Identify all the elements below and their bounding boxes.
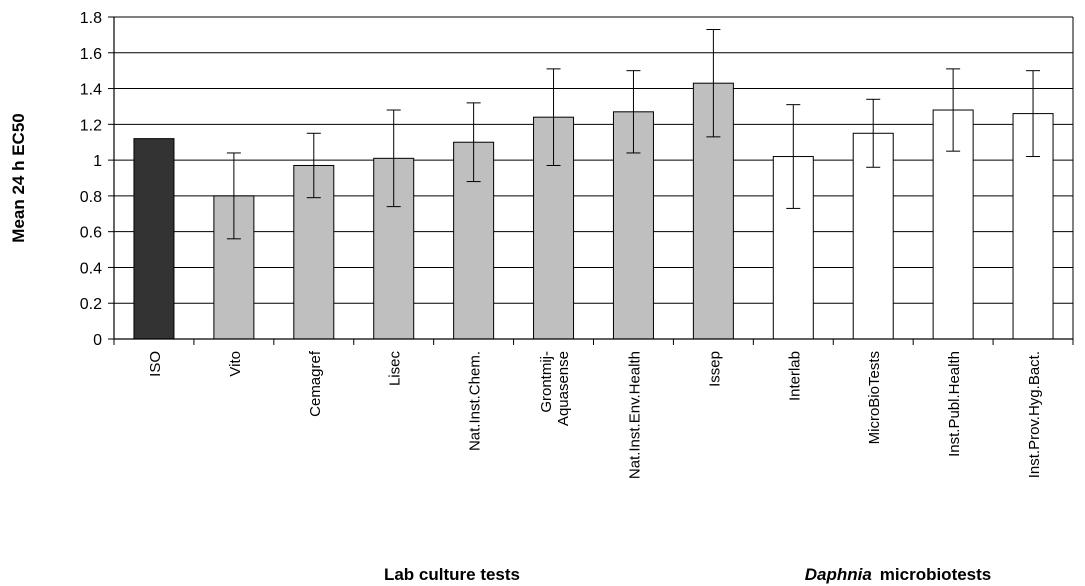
labels: 0 0.2 0.4 0.6 0.8 1 1.2 1.4 1.6 1.8 ISO Vito Cemagre… [80, 10, 1043, 479]
y-tick-label: 0 [93, 332, 102, 349]
group-label-micro-italic: Daphnia [805, 565, 872, 584]
y-tick-label: 0.4 [80, 260, 102, 277]
x-tick-label-group: Lisec [387, 351, 404, 387]
x-tick-label: Nat.Inst.Env.Health [626, 351, 643, 479]
x-tick-label-group: Inst.Publ.Health [946, 351, 963, 457]
x-tick-label: Issep [706, 351, 723, 387]
y-tick-label: 1.2 [80, 117, 102, 134]
x-tick-label-group: Nat.Inst.Chem. [467, 351, 484, 451]
error-bars [226, 29, 1041, 240]
x-tick-label: Inst.Publ.Health [946, 351, 963, 457]
y-tick-label: 0.2 [80, 296, 102, 313]
x-tick-label: Cemagref [307, 350, 324, 417]
x-tick-label-group: Vito [227, 351, 244, 377]
x-tick-label: Grontmij- [538, 351, 555, 413]
x-tick-label-group: Inst.Prov.Hyg.Bact. [1026, 351, 1043, 478]
bar [133, 138, 175, 340]
x-tick-label: Inst.Prov.Hyg.Bact. [1026, 351, 1043, 478]
x-tick-label: Aquasense [555, 351, 572, 426]
y-axis-title: Mean 24 h EC50 [9, 113, 28, 242]
x-tick-label: Nat.Inst.Chem. [467, 351, 484, 451]
y-tick-label: 0.8 [80, 189, 102, 206]
bars [133, 82, 1054, 340]
x-tick-label-group: Nat.Inst.Env.Health [626, 351, 643, 479]
y-tick-label: 1.4 [80, 82, 102, 99]
y-tick-label: 1 [93, 153, 102, 170]
x-tick-label: MicroBioTests [866, 351, 883, 444]
group-label-lab-culture: Lab culture tests [384, 565, 520, 584]
y-tick-label: 0.6 [80, 225, 102, 242]
y-tick-label: 1.6 [80, 46, 102, 63]
y-tick-label: 1.8 [80, 10, 102, 27]
gridlines [114, 16, 1073, 340]
x-tick-label: Lisec [387, 351, 404, 387]
x-tick-label: ISO [147, 351, 164, 377]
x-tick-label-group: Interlab [786, 351, 803, 401]
x-tick-label-group: ISO [147, 351, 164, 377]
axes [108, 16, 1074, 345]
x-tick-label-group: Cemagref [307, 350, 324, 417]
x-tick-label-group: MicroBioTests [866, 351, 883, 444]
group-label-microbiotests: Daphnia microbiotests [805, 565, 992, 584]
group-label-micro-rest: microbiotests [880, 565, 991, 584]
x-tick-label: Interlab [786, 351, 803, 401]
x-tick-label-group: Grontmij- Aquasense [538, 351, 572, 426]
x-tick-label-group: Issep [706, 351, 723, 387]
x-tick-label: Vito [227, 351, 244, 377]
